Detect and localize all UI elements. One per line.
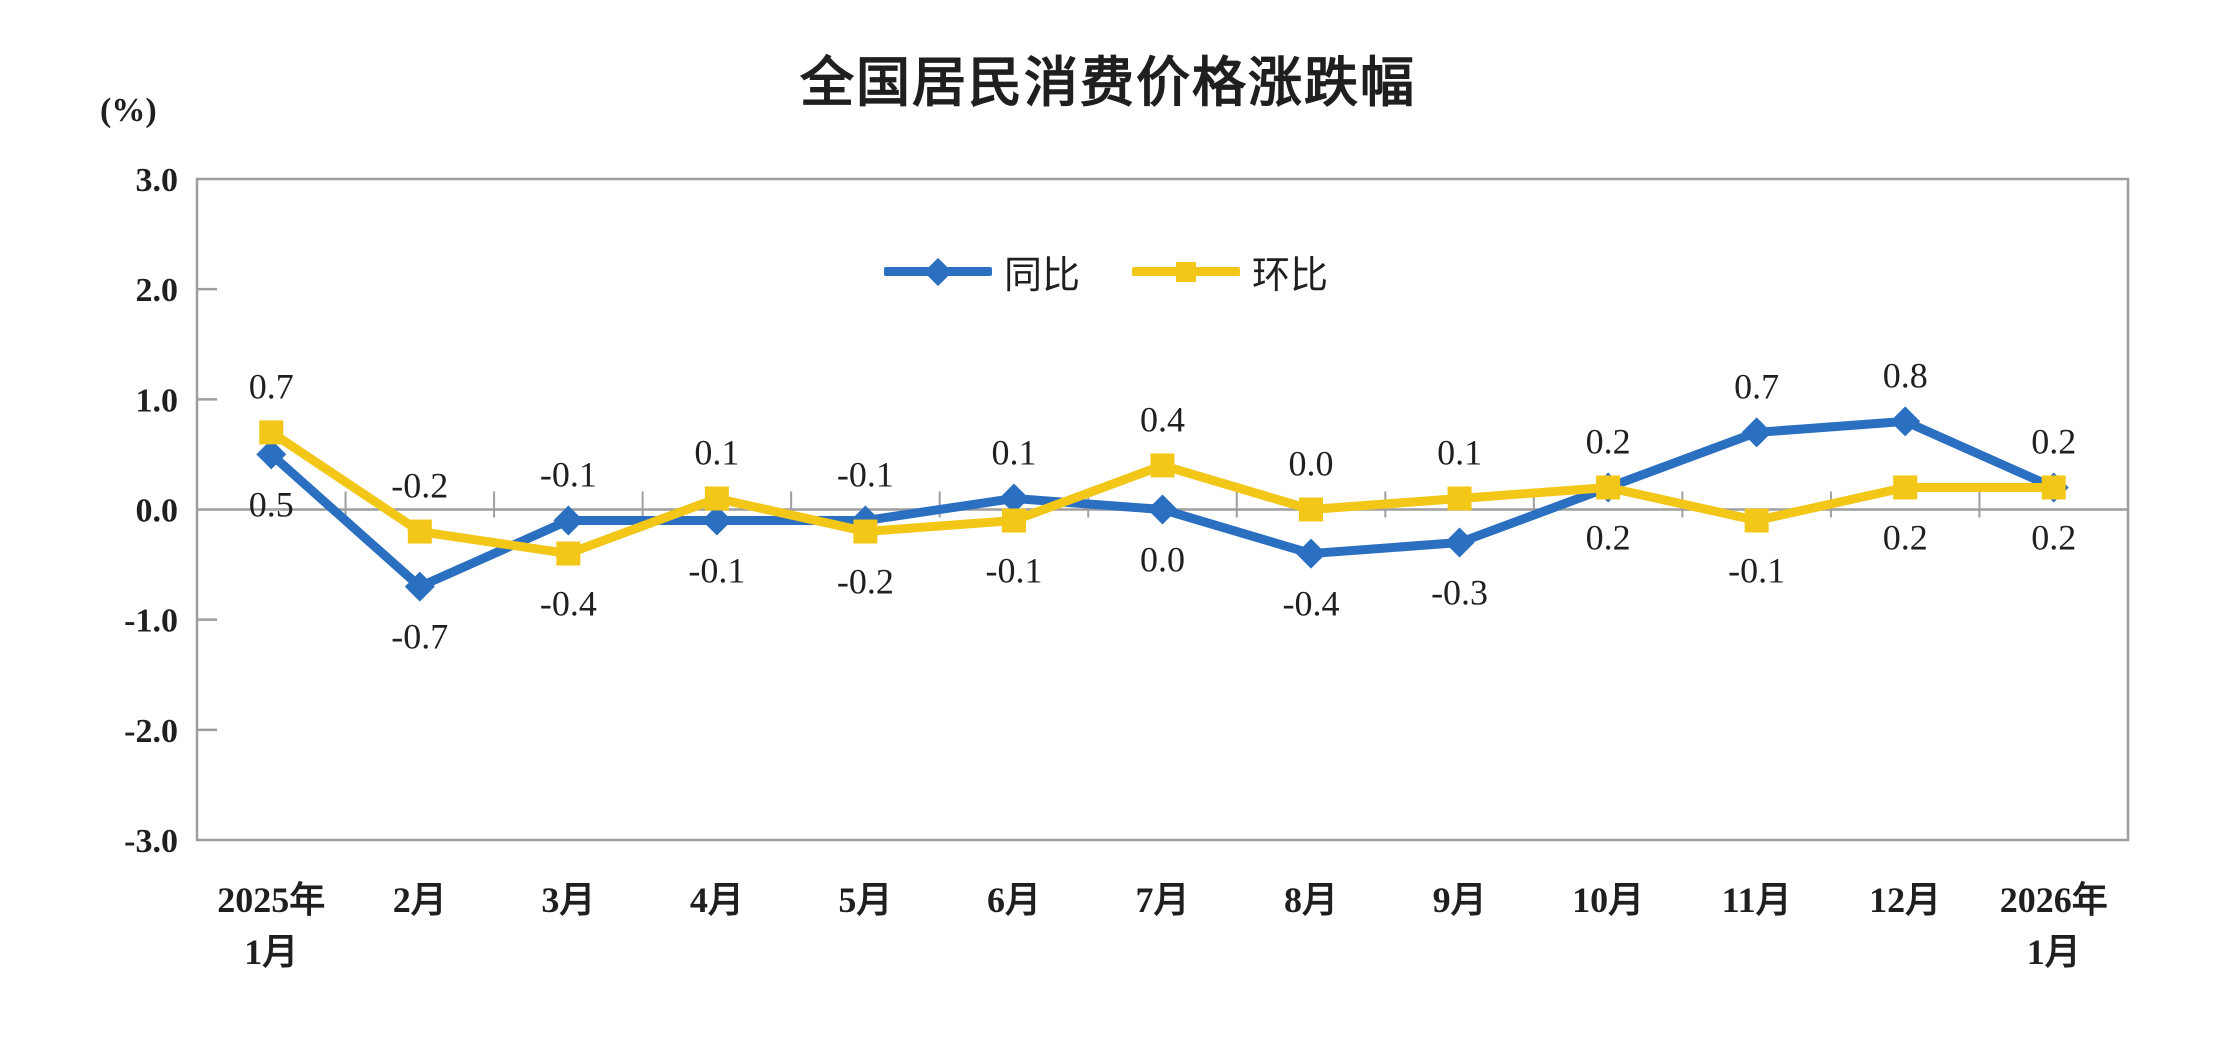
series-marker-mom bbox=[704, 486, 729, 511]
x-axis-tick-label: 2025年 bbox=[217, 880, 325, 920]
series-marker-mom bbox=[1744, 508, 1769, 533]
legend-diamond-marker-icon bbox=[923, 257, 953, 286]
series-marker-yoy bbox=[404, 571, 435, 602]
y-axis-tick-label: -3.0 bbox=[124, 823, 178, 860]
series-marker-mom bbox=[1299, 497, 1324, 522]
series-marker-yoy bbox=[998, 483, 1029, 514]
data-label-mom: -0.1 bbox=[985, 551, 1042, 591]
series-marker-mom bbox=[407, 519, 432, 544]
data-label-mom: 0.2 bbox=[1883, 517, 1928, 557]
data-label-yoy: 0.0 bbox=[1140, 540, 1185, 580]
legend-label-yoy: 同比 bbox=[1004, 255, 1081, 297]
series-marker-mom bbox=[259, 420, 284, 445]
series-marker-yoy bbox=[1741, 417, 1772, 448]
x-axis-tick-label: 5月 bbox=[838, 880, 892, 920]
legend: 同比 环比 bbox=[884, 244, 1328, 299]
data-label-yoy: 0.2 bbox=[1586, 421, 1631, 461]
x-axis-tick-label: 12月 bbox=[1869, 880, 1941, 920]
data-label-mom: -0.2 bbox=[837, 562, 894, 602]
data-label-mom: -0.2 bbox=[391, 466, 448, 506]
series-marker-mom bbox=[1447, 486, 1472, 511]
data-label-yoy: 0.5 bbox=[249, 484, 294, 524]
y-axis-unit-label: (%) bbox=[100, 92, 157, 129]
legend-label-mom: 环比 bbox=[1252, 255, 1329, 297]
y-axis-tick-label: 3.0 bbox=[136, 162, 179, 199]
series-marker-yoy bbox=[1890, 406, 1921, 437]
x-axis-tick-label: 6月 bbox=[987, 880, 1041, 920]
data-label-yoy: 0.2 bbox=[2031, 421, 2076, 461]
x-axis-tick-label: 3月 bbox=[541, 880, 595, 920]
data-label-mom: 0.1 bbox=[1437, 432, 1482, 472]
data-label-mom: 0.7 bbox=[249, 366, 294, 406]
legend-square-marker-icon bbox=[1176, 261, 1197, 282]
x-axis-tick-label: 1月 bbox=[244, 932, 298, 972]
data-label-mom: -0.1 bbox=[1728, 551, 1785, 591]
series-marker-mom bbox=[1150, 453, 1175, 478]
x-axis-tick-label: 7月 bbox=[1135, 880, 1189, 920]
data-label-yoy: -0.1 bbox=[837, 455, 894, 495]
legend-swatch-mom bbox=[1132, 252, 1241, 292]
series-marker-mom bbox=[2041, 475, 2066, 500]
data-label-mom: 0.2 bbox=[2031, 517, 2076, 557]
series-marker-yoy bbox=[553, 505, 584, 536]
legend-swatch-yoy bbox=[884, 252, 992, 292]
data-label-mom: 0.1 bbox=[694, 432, 739, 472]
series-marker-mom bbox=[1596, 475, 1621, 500]
data-label-yoy: -0.4 bbox=[1283, 584, 1340, 624]
y-axis-tick-label: 0.0 bbox=[136, 493, 179, 530]
series-marker-yoy bbox=[1296, 538, 1327, 569]
data-label-yoy: -0.3 bbox=[1431, 573, 1488, 613]
series-marker-yoy bbox=[701, 505, 732, 536]
data-label-mom: 0.4 bbox=[1140, 399, 1185, 439]
x-axis-tick-label: 4月 bbox=[690, 880, 744, 920]
data-label-yoy: -0.1 bbox=[688, 551, 745, 591]
legend-item-mom: 环比 bbox=[1132, 244, 1328, 299]
legend-item-yoy: 同比 bbox=[884, 244, 1080, 299]
data-label-yoy: 0.7 bbox=[1734, 366, 1779, 406]
x-axis-tick-label: 10月 bbox=[1572, 880, 1644, 920]
data-label-mom: 0.2 bbox=[1586, 517, 1631, 557]
series-marker-mom bbox=[853, 519, 878, 544]
x-axis-tick-label: 1月 bbox=[2027, 932, 2081, 972]
chart-title: 全国居民消费价格涨跌幅 bbox=[800, 53, 1416, 113]
data-label-yoy: 0.1 bbox=[991, 432, 1036, 472]
data-label-yoy: -0.7 bbox=[391, 617, 448, 657]
y-axis-tick-label: 2.0 bbox=[136, 272, 179, 309]
series-marker-yoy bbox=[1147, 494, 1178, 525]
x-axis-tick-label: 8月 bbox=[1284, 880, 1338, 920]
data-label-yoy: 0.8 bbox=[1883, 355, 1928, 395]
x-axis-tick-label: 9月 bbox=[1433, 880, 1487, 920]
series-marker-mom bbox=[1893, 475, 1918, 500]
data-label-mom: -0.4 bbox=[540, 584, 597, 624]
x-axis-tick-label: 11月 bbox=[1722, 880, 1792, 920]
x-axis-tick-label: 2月 bbox=[393, 880, 447, 920]
y-axis-tick-label: 1.0 bbox=[136, 382, 179, 419]
data-label-yoy: -0.1 bbox=[540, 455, 597, 495]
x-axis-tick-label: 2026年 bbox=[2000, 880, 2108, 920]
series-marker-mom bbox=[556, 541, 581, 566]
series-marker-yoy bbox=[1444, 527, 1475, 558]
y-axis-tick-label: -2.0 bbox=[124, 713, 178, 750]
series-marker-yoy bbox=[256, 439, 287, 470]
y-axis-tick-label: -1.0 bbox=[124, 603, 178, 640]
series-marker-mom bbox=[1001, 508, 1026, 533]
data-label-mom: 0.0 bbox=[1289, 444, 1334, 484]
